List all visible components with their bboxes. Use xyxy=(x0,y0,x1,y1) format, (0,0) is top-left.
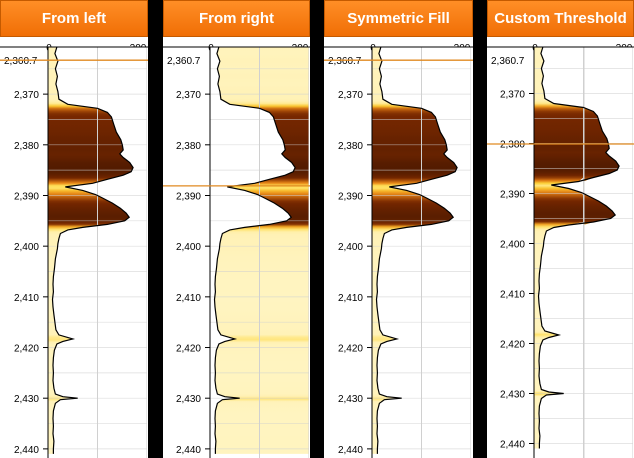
depth-tick-label: 2,420 xyxy=(14,344,39,355)
depth-tick-label: 2,370 xyxy=(176,90,201,101)
depth-tick-label: 2,380 xyxy=(500,140,525,151)
depth-tick-label: 2,440 xyxy=(338,445,363,456)
depth-tick-label: 2,390 xyxy=(176,191,201,202)
plot-area xyxy=(48,47,147,458)
log-track-svg: 2,360.7 2,370 2,380 2,390 2,400 2,410 2,420 2,4… xyxy=(324,43,473,458)
plot-area xyxy=(534,47,633,458)
panel-from-left: 2,360.7 2,370 2,380 2,390 2,400 2,410 2,420 2,4… xyxy=(0,0,148,458)
depth-tick-label: 2,370 xyxy=(14,90,39,101)
depth-top-label: 2,360.7 xyxy=(491,56,525,67)
plot-area xyxy=(210,47,309,458)
log-track-svg: 2,360.7 2,370 2,380 2,390 2,400 2,410 2,420 2,4… xyxy=(0,43,148,458)
depth-tick-label: 2,390 xyxy=(338,191,363,202)
depth-top-label: 2,360.7 xyxy=(4,56,38,67)
panel-title-from-left: From left xyxy=(0,0,148,37)
depth-tick-label: 2,430 xyxy=(176,394,201,405)
depth-tick-label: 2,410 xyxy=(176,293,201,304)
depth-tick-label: 2,430 xyxy=(14,394,39,405)
panel-from-right: 2,360.7 2,370 2,380 2,390 2,400 2,410 2,420 2,4… xyxy=(163,0,310,458)
depth-tick-label: 2,430 xyxy=(338,394,363,405)
depth-tick-label: 2,380 xyxy=(14,141,39,152)
log-curve xyxy=(375,47,458,454)
depth-tick-label: 2,400 xyxy=(14,242,39,253)
depth-fill xyxy=(372,47,458,454)
depth-tick-label: 2,400 xyxy=(338,242,363,253)
log-track-svg: 2,360.7 2,370 2,380 2,390 2,400 2,410 2,420 2,4… xyxy=(163,43,310,458)
depth-tick-label: 2,390 xyxy=(14,191,39,202)
depth-tick-label: 2,410 xyxy=(500,290,525,301)
threshold-low-fill xyxy=(534,47,584,449)
depth-tick-label: 2,380 xyxy=(176,141,201,152)
depth-tick-label: 2,400 xyxy=(176,242,201,253)
panel-title-from-right: From right xyxy=(163,0,310,37)
depth-tick-label: 2,420 xyxy=(500,340,525,351)
depth-tick-label: 2,380 xyxy=(338,141,363,152)
log-track-svg: 2,360.7 2,370 2,380 2,390 2,400 2,410 2,420 2,4… xyxy=(487,43,634,458)
depth-tick-label: 2,390 xyxy=(500,190,525,201)
panel-divider xyxy=(473,0,487,458)
panel-symmetric-fill: 2,360.7 2,370 2,380 2,390 2,400 2,410 2,420 2,4… xyxy=(324,0,473,458)
depth-tick-label: 2,370 xyxy=(500,90,525,101)
depth-tick-label: 2,410 xyxy=(14,293,39,304)
panel-title-symmetric-fill: Symmetric Fill xyxy=(324,0,473,37)
log-curve xyxy=(537,47,620,449)
depth-tick-label: 2,420 xyxy=(338,344,363,355)
depth-top-label: 2,360.7 xyxy=(167,56,201,67)
depth-tick-label: 2,430 xyxy=(500,390,525,401)
depth-tick-label: 2,440 xyxy=(176,445,201,456)
depth-tick-label: 2,410 xyxy=(338,293,363,304)
depth-tick-label: 2,370 xyxy=(338,90,363,101)
depth-tick-label: 2,440 xyxy=(14,445,39,456)
depth-tick-label: 2,420 xyxy=(176,344,201,355)
panel-divider xyxy=(148,0,163,458)
plot-area xyxy=(372,47,471,458)
log-curve xyxy=(213,47,296,454)
threshold-high-fill xyxy=(583,47,620,449)
depth-tick-label: 2,440 xyxy=(500,440,525,451)
depth-tick-label: 2,400 xyxy=(500,240,525,251)
panel-custom-threshold: 2,360.7 2,370 2,380 2,390 2,400 2,410 2,420 2,4… xyxy=(487,0,634,458)
depth-fill xyxy=(48,47,134,454)
depth-top-label: 2,360.7 xyxy=(328,56,362,67)
panel-divider xyxy=(310,0,324,458)
log-curve xyxy=(51,47,134,454)
panel-title-custom-threshold: Custom Threshold xyxy=(487,0,634,37)
